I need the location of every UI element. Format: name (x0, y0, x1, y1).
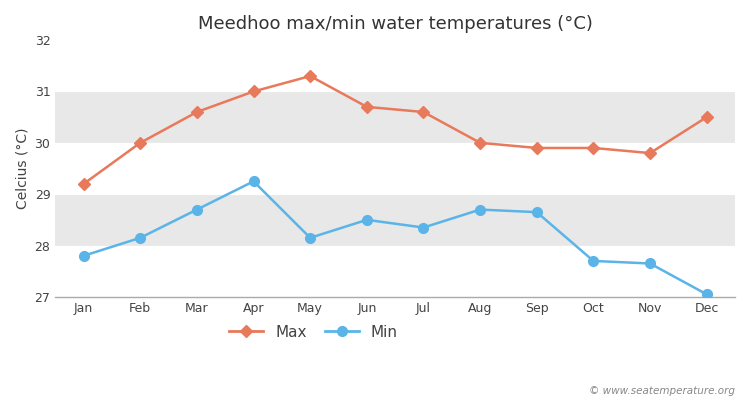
Bar (56, 194, 735, 246)
Y-axis label: Celcius (°C): Celcius (°C) (15, 128, 29, 209)
Bar (56, 92, 735, 143)
Legend: Max, Min: Max, Min (224, 318, 404, 346)
Title: Meedhoo max/min water temperatures (°C): Meedhoo max/min water temperatures (°C) (198, 15, 592, 33)
Text: © www.seatemperature.org: © www.seatemperature.org (589, 386, 735, 396)
